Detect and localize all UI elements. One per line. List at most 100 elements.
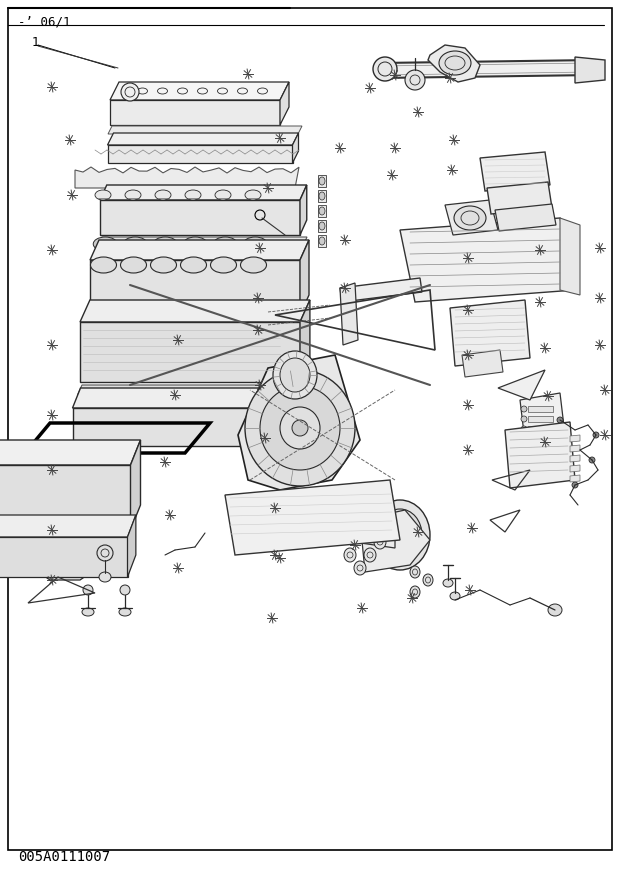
Polygon shape [90,260,300,315]
Polygon shape [300,240,309,315]
Polygon shape [380,60,595,78]
Polygon shape [505,422,575,488]
Polygon shape [570,435,580,442]
Polygon shape [80,322,300,382]
Polygon shape [0,440,141,465]
Polygon shape [428,45,480,82]
Ellipse shape [123,237,148,251]
Polygon shape [35,468,65,510]
Polygon shape [520,393,568,467]
Polygon shape [340,283,358,345]
Text: 005A0111007: 005A0111007 [18,850,110,864]
Ellipse shape [95,190,111,200]
Ellipse shape [97,545,113,561]
Polygon shape [78,385,307,395]
Polygon shape [498,370,545,400]
Bar [318,175,326,187]
Polygon shape [560,218,580,295]
Polygon shape [107,133,298,145]
Polygon shape [570,455,580,462]
Ellipse shape [319,192,325,200]
Polygon shape [238,355,360,490]
Ellipse shape [319,237,325,245]
Ellipse shape [213,237,237,251]
Polygon shape [445,200,498,235]
Polygon shape [97,237,307,247]
Polygon shape [575,57,605,83]
Polygon shape [128,515,136,577]
Ellipse shape [423,574,433,586]
Bar [528,456,553,462]
Polygon shape [130,440,141,530]
Ellipse shape [121,83,139,101]
Polygon shape [110,100,280,125]
Ellipse shape [185,190,201,200]
Ellipse shape [572,482,578,488]
Ellipse shape [120,257,146,273]
Ellipse shape [354,561,366,575]
Polygon shape [80,300,310,322]
Ellipse shape [280,407,320,449]
Ellipse shape [215,190,231,200]
Polygon shape [450,300,530,366]
Polygon shape [100,200,300,235]
Ellipse shape [125,190,141,200]
Ellipse shape [405,70,425,90]
Ellipse shape [99,572,111,582]
Polygon shape [108,126,302,134]
Polygon shape [110,82,289,100]
Ellipse shape [548,604,562,616]
Ellipse shape [443,579,453,587]
Ellipse shape [119,608,131,616]
Ellipse shape [50,457,80,493]
Polygon shape [300,300,310,382]
Bar [528,446,553,452]
Ellipse shape [370,500,430,570]
Polygon shape [360,510,430,572]
Ellipse shape [211,257,236,273]
Polygon shape [293,133,298,163]
Bar [528,416,553,422]
Ellipse shape [410,566,420,578]
Polygon shape [28,435,110,520]
Ellipse shape [91,257,117,273]
Ellipse shape [273,351,317,399]
Text: -’ 06/1: -’ 06/1 [18,16,71,29]
Ellipse shape [521,416,527,422]
Bar [528,426,553,432]
Ellipse shape [521,426,527,432]
Ellipse shape [589,457,595,463]
Bar [318,220,326,232]
Ellipse shape [557,417,563,423]
Ellipse shape [373,57,397,81]
Ellipse shape [48,541,76,569]
Polygon shape [28,525,102,580]
Ellipse shape [260,386,340,470]
Ellipse shape [243,237,267,251]
Bar [528,406,553,412]
Polygon shape [570,475,580,482]
Ellipse shape [454,206,486,230]
Polygon shape [73,388,306,408]
Ellipse shape [364,548,376,562]
Polygon shape [0,465,130,530]
Ellipse shape [521,456,527,462]
Polygon shape [100,185,307,200]
Ellipse shape [319,207,325,215]
Polygon shape [0,515,136,537]
Polygon shape [340,278,422,302]
Ellipse shape [184,237,207,251]
Polygon shape [75,167,299,188]
Ellipse shape [292,420,308,436]
Polygon shape [462,350,503,377]
Polygon shape [225,480,400,555]
Ellipse shape [245,190,261,200]
Polygon shape [487,182,552,214]
Ellipse shape [180,257,206,273]
Ellipse shape [155,190,171,200]
Ellipse shape [93,237,117,251]
Ellipse shape [280,358,310,392]
Polygon shape [90,240,309,260]
Polygon shape [495,204,556,231]
Ellipse shape [319,222,325,230]
